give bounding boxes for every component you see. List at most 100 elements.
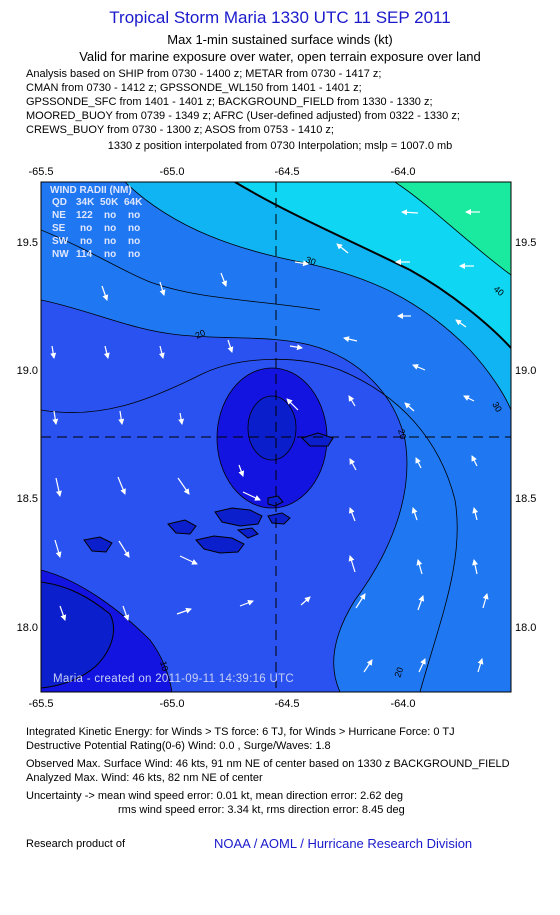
wind-arrow — [417, 595, 425, 611]
lat-axis-left: 19.5 19.0 18.5 18.0 — [17, 237, 38, 634]
wind-radii-cell: no — [128, 210, 140, 221]
wind-arrow — [363, 659, 373, 673]
observed-max-line: Observed Max. Surface Wind: 46 kts, 91 n… — [26, 758, 510, 770]
wind-radii-cell: no — [104, 210, 116, 221]
wind-radii-header: 34K — [76, 197, 95, 208]
noaa-credit-link[interactable]: NOAA / AOML / Hurricane Research Divisio… — [214, 836, 473, 851]
wind-radii-cell: no — [128, 249, 140, 260]
wind-arrow — [55, 477, 62, 497]
island-puerto-rico — [41, 581, 114, 689]
wind-radii-cell: SW — [52, 236, 69, 247]
analysis-line: CMAN from 0730 - 1412 z; GPSSONDE_WL150 … — [26, 82, 362, 94]
wind-radii-table: WIND RADII (NM) QD 34K 50K 64K NE 122 no… — [50, 185, 143, 260]
wind-34kt-line — [234, 182, 511, 349]
map-title: Tropical Storm Maria 1330 UTC 11 SEP 201… — [109, 8, 451, 27]
wind-radii-cell: SE — [52, 223, 66, 234]
wind-arrow — [177, 477, 190, 495]
lat-label: 19.5 — [17, 237, 38, 249]
position-note: 1330 z position interpolated from 0730 I… — [107, 140, 453, 152]
wind-arrow — [482, 593, 489, 609]
wind-radii-cell: no — [104, 223, 116, 234]
wind-arrow — [463, 395, 475, 402]
contour-label: 20 — [194, 328, 207, 341]
island-st-thomas — [214, 507, 263, 527]
map-subtitle-exposure: Valid for marine exposure over water, op… — [79, 49, 481, 64]
wind-radii-cell: no — [104, 236, 116, 247]
wind-arrow — [122, 605, 130, 621]
wind-arrow — [404, 402, 415, 412]
wind-band-40-50 — [235, 182, 511, 348]
lat-label: 19.0 — [17, 365, 38, 377]
wind-radii-header: 64K — [124, 197, 143, 208]
wind-radii-title: WIND RADII (NM) — [50, 185, 132, 196]
wind-arrow — [472, 507, 479, 521]
map-frame — [40, 181, 512, 693]
lon-label: -65.0 — [159, 166, 184, 178]
wind-radii-cell: no — [80, 223, 92, 234]
uncertainty-line-1: Uncertainty -> mean wind speed error: 0.… — [26, 790, 403, 802]
wind-radii-cell: no — [80, 236, 92, 247]
lat-label: 18.5 — [17, 493, 38, 505]
wind-arrow — [343, 336, 358, 343]
analysis-line: GPSSONDE_SFC from 1401 - 1401 z; BACKGRO… — [26, 96, 433, 108]
wind-map: -65.5 -65.0 -64.5 -64.0 -65.5 -65.0 -64.… — [17, 166, 537, 710]
wind-arrow — [158, 345, 165, 359]
lon-label: -64.5 — [274, 698, 299, 710]
wind-arrow — [220, 272, 228, 287]
wind-arrow — [178, 412, 185, 425]
lon-axis-bottom: -65.5 -65.0 -64.5 -64.0 — [28, 698, 415, 710]
analysis-line: Analysis based on SHIP from 0730 - 1400 … — [26, 68, 382, 80]
wind-arrow — [239, 599, 254, 607]
analysis-line: CREWS_BUOY from 0730 - 1300 z; ASOS from… — [26, 124, 334, 136]
lon-label: -65.5 — [28, 698, 53, 710]
wind-vectors — [50, 209, 489, 673]
wind-arrow — [227, 339, 234, 353]
contour-line — [247, 395, 297, 461]
center-crosshair — [41, 182, 511, 692]
wind-arrow — [472, 559, 478, 575]
wind-radii-cell: 122 — [76, 210, 93, 221]
wind-arrow — [418, 658, 426, 673]
island-small — [267, 495, 284, 507]
wind-arrow — [52, 410, 59, 425]
wind-arrow — [349, 458, 357, 471]
uncertainty-line-2: rms wind speed error: 3.34 kt, rms direc… — [118, 804, 405, 816]
wind-radii-cell: 114 — [76, 249, 93, 260]
contour-line — [394, 182, 511, 276]
wind-arrow — [289, 344, 303, 351]
contour-line — [41, 569, 173, 692]
lon-label: -65.5 — [28, 166, 53, 178]
wind-arrow — [286, 398, 299, 411]
wind-radii-cell: NE — [52, 210, 66, 221]
wind-arrow — [118, 410, 125, 425]
wind-arrow — [300, 596, 311, 606]
island-small — [301, 432, 334, 447]
contour-line — [41, 229, 321, 311]
wind-arrow — [159, 281, 166, 296]
wind-arrow — [242, 491, 261, 501]
contour-label: 30 — [490, 400, 504, 414]
lon-axis-top: -65.5 -65.0 -64.5 -64.0 — [28, 166, 415, 178]
wind-arrow — [348, 507, 356, 522]
island-culebra — [195, 535, 245, 554]
wind-arrow — [117, 476, 126, 495]
wind-arrow — [118, 540, 130, 558]
contour-label: 20 — [392, 666, 405, 679]
wind-arrow — [412, 364, 426, 371]
island-small — [236, 527, 259, 539]
lat-label: 18.0 — [515, 622, 536, 634]
lon-label: -65.0 — [159, 698, 184, 710]
contour-label: 40 — [492, 284, 506, 298]
wind-arrow — [471, 455, 478, 467]
lon-label: -64.0 — [390, 698, 415, 710]
storm-core — [248, 396, 296, 460]
island-st-john — [167, 519, 197, 535]
wind-arrow — [54, 539, 62, 558]
island-outlines — [41, 432, 334, 689]
wind-arrow — [477, 658, 484, 673]
lat-label: 19.0 — [515, 365, 536, 377]
wind-arrow — [50, 345, 57, 359]
wind-arrow — [179, 555, 198, 565]
wind-arrow — [103, 345, 110, 359]
lat-axis-right: 19.5 19.0 18.5 18.0 — [515, 237, 536, 634]
